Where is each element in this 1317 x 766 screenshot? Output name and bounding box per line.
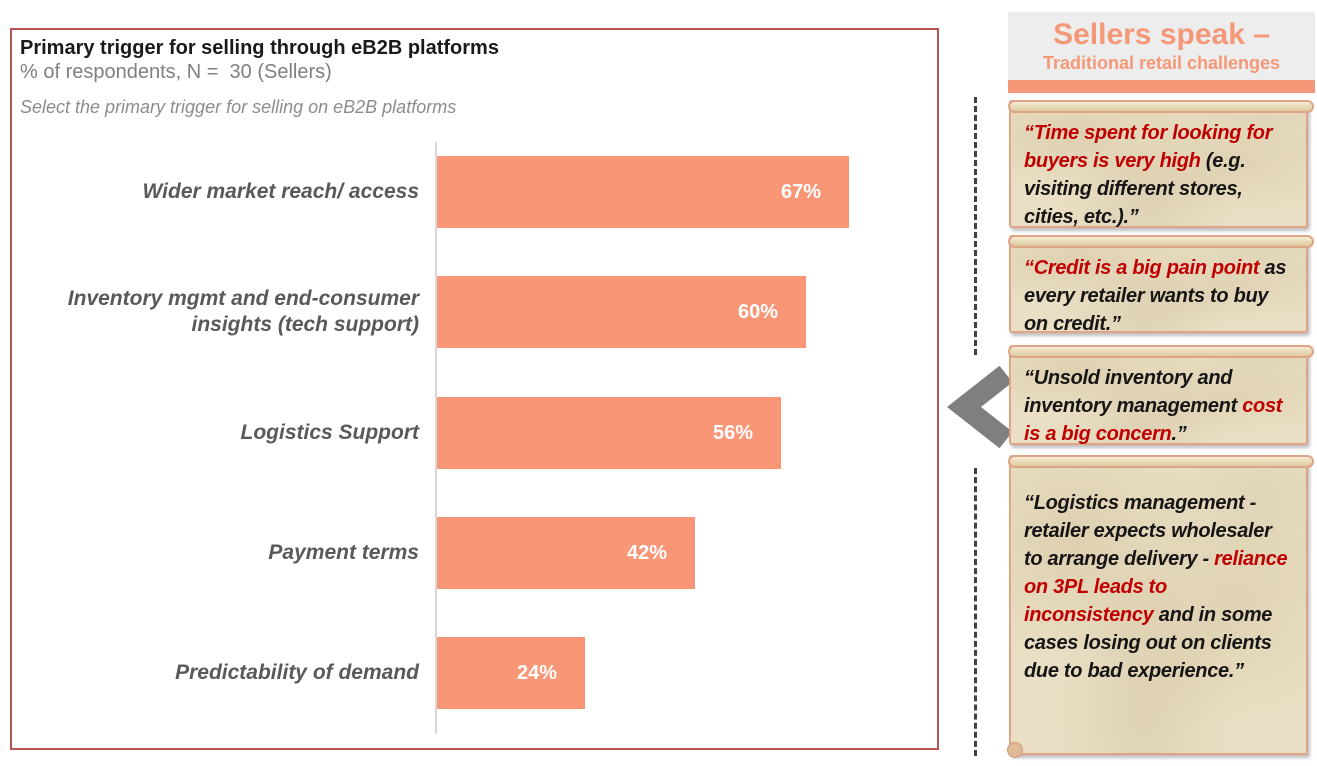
chart-header: Primary trigger for selling through eB2B… <box>20 36 929 118</box>
bar: 60% <box>437 276 806 348</box>
bar-value-label: 56% <box>712 421 753 444</box>
dashed-divider-top <box>974 97 977 355</box>
quote-segment: .” <box>1171 423 1187 445</box>
bar-row: Wider market reach/ access 67% <box>12 156 937 228</box>
sidebar-accent-strip <box>1008 80 1315 93</box>
quote-box-3: “Unsold inventory and inventory manageme… <box>1008 345 1314 445</box>
category-label: Payment terms <box>268 541 419 564</box>
bar-row: Inventory mgmt and end-consumer insights… <box>12 276 937 348</box>
quote-segment: “Unsold inventory and inventory manageme… <box>1024 367 1243 417</box>
category-label: Predictability of demand <box>175 661 419 684</box>
quote-segment: as every retailer wants to buy on credit… <box>1024 257 1287 335</box>
scroll-roll-icon <box>1008 100 1314 113</box>
chart-subtitle: % of respondents, N = 30 (Sellers) <box>20 61 332 83</box>
quote-segment: “Credit is a big pain point <box>1024 257 1260 279</box>
quote-segment: reliance on 3PL leads to inconsistency <box>1024 548 1288 626</box>
sidebar-subtitle: Traditional retail challenges <box>1042 53 1281 73</box>
quote-text: “Unsold inventory and inventory manageme… <box>1011 347 1306 454</box>
sidebar-title: Sellers speak – <box>1053 18 1270 51</box>
bar-value-label: 67% <box>780 180 821 203</box>
scroll-curl-icon <box>1007 742 1023 758</box>
quote-segment: “Logistics management - retailer expects… <box>1024 492 1272 570</box>
quote-box-1: “Time spent for looking for buyers is ve… <box>1008 100 1314 228</box>
chart-panel: Primary trigger for selling through eB2B… <box>10 28 939 750</box>
bar-value-label: 24% <box>516 661 557 684</box>
quote-box-4: “Logistics management - retailer expects… <box>1007 455 1314 758</box>
quote-segment: (e.g. visiting different stores, cities,… <box>1024 150 1246 228</box>
category-label: Logistics Support <box>240 421 420 444</box>
bar: 67% <box>437 156 849 228</box>
quote-segment: cost is a big concern <box>1024 395 1283 445</box>
bar-value-label: 60% <box>737 300 778 323</box>
bar: 42% <box>437 517 695 589</box>
chart-axis-line <box>435 142 437 734</box>
dashed-divider-bottom <box>974 468 977 756</box>
left-chevron-icon <box>946 365 1018 453</box>
chart-title: Primary trigger for selling through eB2B… <box>20 37 499 59</box>
category-label: Wider market reach/ access <box>142 180 419 203</box>
quote-box-2: “Credit is a big pain point as every ret… <box>1008 235 1314 335</box>
quote-text: “Logistics management - retailer expects… <box>1011 457 1306 691</box>
bar-row: Logistics Support 56% <box>12 397 937 469</box>
category-label: Inventory mgmt and end-consumer insights… <box>67 287 419 336</box>
scroll-roll-icon <box>1008 345 1314 358</box>
bar-value-label: 42% <box>626 541 667 564</box>
scroll-roll-icon <box>1008 455 1314 468</box>
quote-segment: and in some cases losing out on clients … <box>1024 604 1273 682</box>
quote-text: “Time spent for looking for buyers is ve… <box>1011 102 1306 237</box>
quote-text: “Credit is a big pain point as every ret… <box>1011 237 1306 344</box>
bar-row: Payment terms 42% <box>12 517 937 589</box>
bar-row: Predictability of demand 24% <box>12 637 937 709</box>
scroll-roll-icon <box>1008 235 1314 248</box>
quote-segment: “Time spent for looking for buyers is ve… <box>1024 122 1273 172</box>
chart-question: Select the primary trigger for selling o… <box>20 97 457 117</box>
bar: 24% <box>437 637 585 709</box>
bar: 56% <box>437 397 781 469</box>
sidebar-header: Sellers speak – Traditional retail chall… <box>1008 12 1315 80</box>
